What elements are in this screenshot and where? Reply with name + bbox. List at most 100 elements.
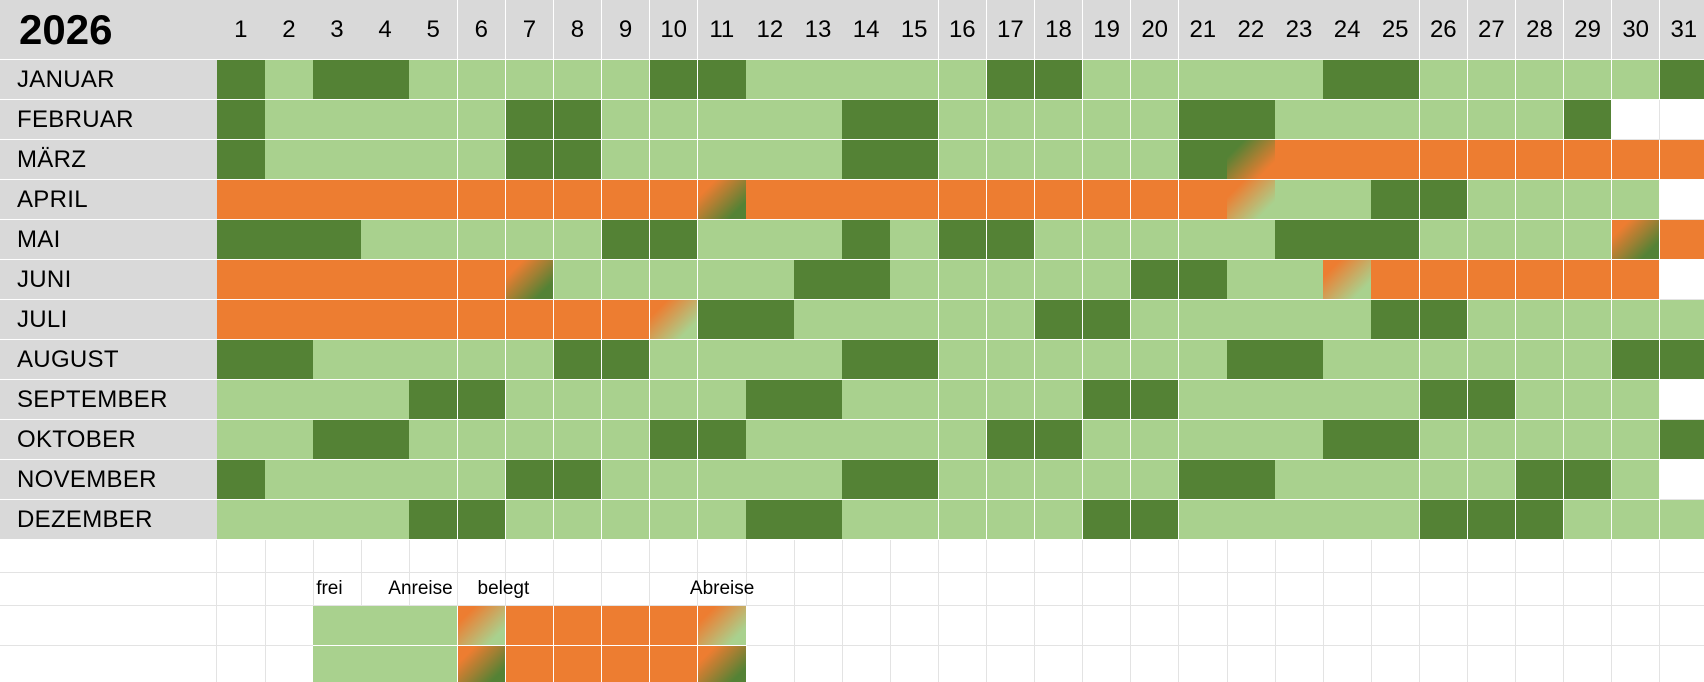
day-cell-free[interactable] [1371, 340, 1420, 380]
empty-cell[interactable] [698, 540, 747, 573]
day-cell-free[interactable] [1371, 380, 1420, 420]
day-cell-free[interactable] [601, 260, 651, 300]
day-cell-free[interactable] [1515, 180, 1565, 220]
day-cell-free[interactable] [265, 460, 314, 500]
empty-cell[interactable] [1419, 573, 1469, 606]
day-cell-free[interactable] [601, 60, 651, 100]
day-cell-free[interactable] [1275, 60, 1324, 100]
day-cell-free[interactable] [1082, 340, 1132, 380]
day-cell-free[interactable] [1275, 420, 1324, 460]
day-cell-free[interactable] [1275, 460, 1324, 500]
day-header-12[interactable]: 12 [746, 0, 795, 60]
day-cell-occupied[interactable] [505, 300, 555, 340]
day-cell-occupied[interactable] [1323, 140, 1372, 180]
day-cell-free-weekend[interactable] [505, 460, 555, 500]
day-header-25[interactable]: 25 [1371, 0, 1420, 60]
day-cell-free-weekend[interactable] [842, 340, 891, 380]
empty-cell[interactable] [217, 646, 266, 682]
day-cell-free[interactable] [1515, 420, 1565, 460]
empty-cell[interactable] [986, 573, 1036, 606]
day-header-21[interactable]: 21 [1179, 0, 1228, 60]
day-cell-free[interactable] [890, 500, 939, 540]
day-cell-free-weekend[interactable] [1371, 60, 1420, 100]
day-cell-free[interactable] [649, 380, 699, 420]
day-cell-occupied[interactable] [1660, 140, 1704, 180]
day-cell-free[interactable] [265, 420, 314, 460]
day-cell-free[interactable] [457, 460, 507, 500]
day-cell-free[interactable] [1179, 300, 1228, 340]
day-cell-free[interactable] [1323, 300, 1372, 340]
day-cell-occupied[interactable] [1082, 180, 1132, 220]
empty-cell[interactable] [1371, 606, 1420, 646]
day-header-2[interactable]: 2 [265, 0, 314, 60]
day-cell-free-weekend[interactable] [746, 500, 795, 540]
day-cell-free-weekend[interactable] [842, 140, 891, 180]
empty-cell[interactable] [1034, 573, 1084, 606]
day-cell-free-weekend[interactable] [842, 460, 891, 500]
day-header-15[interactable]: 15 [890, 0, 939, 60]
day-cell-free[interactable] [986, 460, 1036, 500]
day-cell-free[interactable] [1275, 100, 1324, 140]
day-cell-free-weekend[interactable] [505, 140, 555, 180]
day-cell-free-weekend[interactable] [698, 420, 747, 460]
empty-cell[interactable] [842, 573, 891, 606]
empty-cell[interactable] [457, 573, 507, 606]
day-cell-free[interactable] [890, 300, 939, 340]
empty-cell[interactable] [0, 646, 217, 682]
day-cell-free[interactable] [1611, 300, 1661, 340]
day-cell-free[interactable] [890, 260, 939, 300]
empty-cell[interactable] [1516, 646, 1565, 682]
day-cell-free[interactable] [890, 420, 939, 460]
day-cell-free[interactable] [1563, 340, 1613, 380]
day-cell-free[interactable] [938, 380, 988, 420]
day-cell-free-weekend[interactable] [1419, 300, 1469, 340]
day-cell-empty[interactable] [1660, 100, 1704, 140]
empty-cell[interactable] [457, 540, 507, 573]
empty-cell[interactable] [1034, 606, 1084, 646]
day-cell-free[interactable] [217, 500, 266, 540]
day-cell-free[interactable] [265, 140, 314, 180]
day-cell-free[interactable] [1419, 340, 1469, 380]
day-cell-free[interactable] [457, 420, 507, 460]
day-cell-free[interactable] [1419, 220, 1469, 260]
day-cell-occupied[interactable] [1419, 140, 1469, 180]
day-cell-free-weekend[interactable] [794, 380, 843, 420]
day-header-1[interactable]: 1 [217, 0, 266, 60]
day-header-7[interactable]: 7 [505, 0, 555, 60]
day-cell-free[interactable] [265, 380, 314, 420]
empty-cell[interactable] [1611, 573, 1661, 606]
day-cell-occupied[interactable] [361, 180, 410, 220]
day-cell-free[interactable] [553, 380, 603, 420]
day-cell-free[interactable] [794, 140, 843, 180]
day-cell-occupied[interactable] [361, 300, 410, 340]
day-cell-free-weekend[interactable] [1227, 100, 1276, 140]
day-header-4[interactable]: 4 [361, 0, 410, 60]
day-cell-free[interactable] [457, 100, 507, 140]
day-cell-free[interactable] [698, 140, 747, 180]
empty-cell[interactable] [1467, 573, 1517, 606]
day-cell-occupied[interactable] [409, 300, 458, 340]
day-cell-free-weekend[interactable] [1660, 420, 1704, 460]
day-cell-free-weekend[interactable] [842, 260, 891, 300]
empty-cell[interactable] [1612, 646, 1661, 682]
day-cell-free[interactable] [1082, 460, 1132, 500]
day-cell-empty[interactable] [1660, 460, 1704, 500]
day-cell-free[interactable] [986, 340, 1036, 380]
day-cell-free[interactable] [1130, 420, 1180, 460]
empty-cell[interactable] [1179, 646, 1228, 682]
day-cell-free[interactable] [986, 140, 1036, 180]
day-cell-free[interactable] [1323, 100, 1372, 140]
day-cell-changeover[interactable] [1227, 140, 1276, 180]
day-cell-free-weekend[interactable] [1275, 220, 1324, 260]
day-cell-free[interactable] [1227, 500, 1276, 540]
empty-cell[interactable] [938, 573, 988, 606]
day-cell-free[interactable] [361, 340, 410, 380]
day-cell-free-weekend[interactable] [1467, 500, 1517, 540]
day-cell-departure[interactable] [698, 180, 747, 220]
day-cell-occupied[interactable] [313, 180, 362, 220]
day-cell-free-weekend[interactable] [794, 260, 843, 300]
day-header-20[interactable]: 20 [1130, 0, 1180, 60]
empty-cell[interactable] [1563, 573, 1613, 606]
day-cell-free[interactable] [746, 100, 795, 140]
empty-cell[interactable] [890, 540, 939, 573]
